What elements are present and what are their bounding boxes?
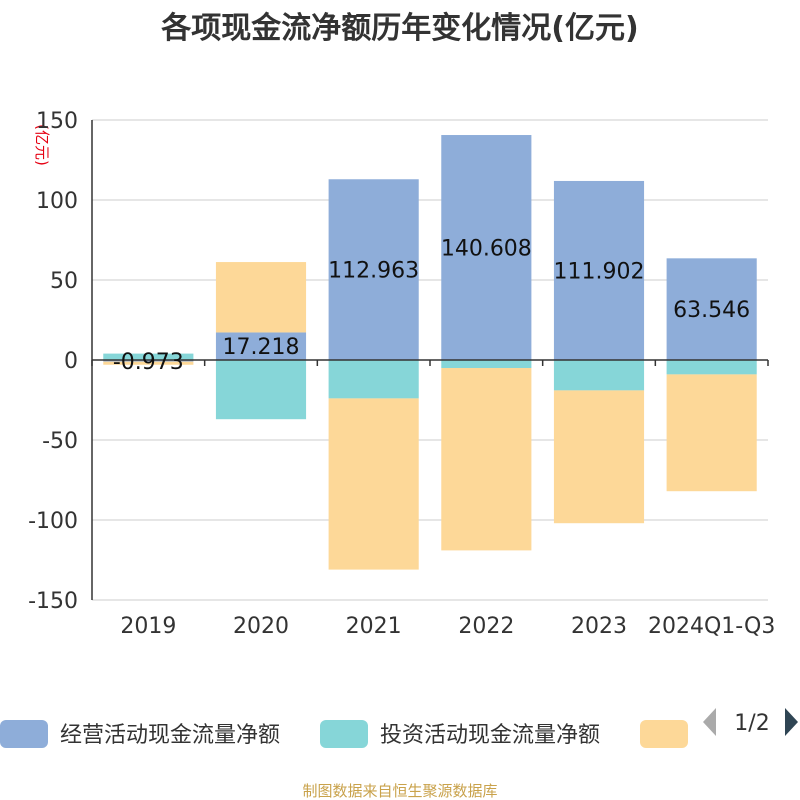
y-axis-label: (亿元) (33, 124, 51, 166)
bar-2 (553, 360, 645, 391)
bar-1 (553, 180, 645, 360)
source-note: 制图数据来自恒生聚源数据库 (302, 782, 497, 800)
bar-2 (666, 360, 757, 375)
bar-2 (215, 360, 307, 420)
bar-3 (666, 374, 757, 492)
legend-swatch (320, 720, 368, 748)
legend-pager: 1/2 (703, 708, 798, 736)
bar-3 (328, 398, 419, 570)
bar-1 (666, 258, 757, 360)
y-tick-label: -50 (42, 429, 78, 454)
bars (103, 135, 757, 570)
y-tick-label: 0 (64, 349, 78, 374)
bar-2 (328, 360, 419, 399)
y-tick-label: 50 (50, 269, 78, 294)
x-tick-label: 2024Q1-Q3 (648, 614, 775, 639)
bar-1 (103, 360, 194, 362)
legend-swatch (640, 720, 688, 748)
bar-3 (441, 368, 532, 551)
axes: -150 -100 -50 0 50 100 150 2019 2020 2021 2022 2023… (28, 109, 775, 639)
x-tick-label: 2022 (458, 614, 514, 639)
legend-label: 投资活动现金流量净额 (380, 723, 600, 748)
bar-2 (441, 360, 532, 368)
data-labels: -0.973 17.218 112.963 140.608 111.902 63.546 (113, 237, 750, 375)
x-tick-label: 2023 (571, 614, 627, 639)
data-label: 17.218 (223, 335, 300, 360)
legend-page-indicator: 1/2 (734, 711, 769, 736)
data-label: 140.608 (441, 237, 532, 262)
bar-2 (103, 353, 194, 360)
legend: 经营活动现金流量净额 投资活动现金流量净额 (0, 720, 688, 748)
bar-3 (553, 390, 645, 524)
legend-label: 经营活动现金流量净额 (60, 723, 280, 748)
x-tick-label: 2019 (120, 614, 176, 639)
y-tick-label: -100 (28, 509, 78, 534)
x-tick-label: 2021 (346, 614, 402, 639)
bar-1 (328, 179, 419, 360)
x-tick-label: 2020 (233, 614, 289, 639)
legend-swatch (0, 720, 48, 748)
y-tick-label: 150 (36, 109, 78, 134)
data-label: 111.902 (554, 259, 645, 284)
bar-3 (103, 361, 194, 365)
chart-title: 各项现金流净额历年变化情况(亿元) (160, 11, 638, 46)
data-label: 63.546 (673, 298, 750, 323)
bar-1 (441, 135, 532, 360)
bar-1 (215, 332, 307, 360)
triangle-right-icon[interactable] (785, 708, 798, 736)
bar-3 (215, 262, 307, 333)
y-tick-label: 100 (36, 189, 78, 214)
data-label: 112.963 (328, 259, 419, 284)
y-tick-label: -150 (28, 589, 78, 614)
triangle-left-icon[interactable] (703, 708, 716, 736)
data-label: -0.973 (113, 350, 184, 375)
